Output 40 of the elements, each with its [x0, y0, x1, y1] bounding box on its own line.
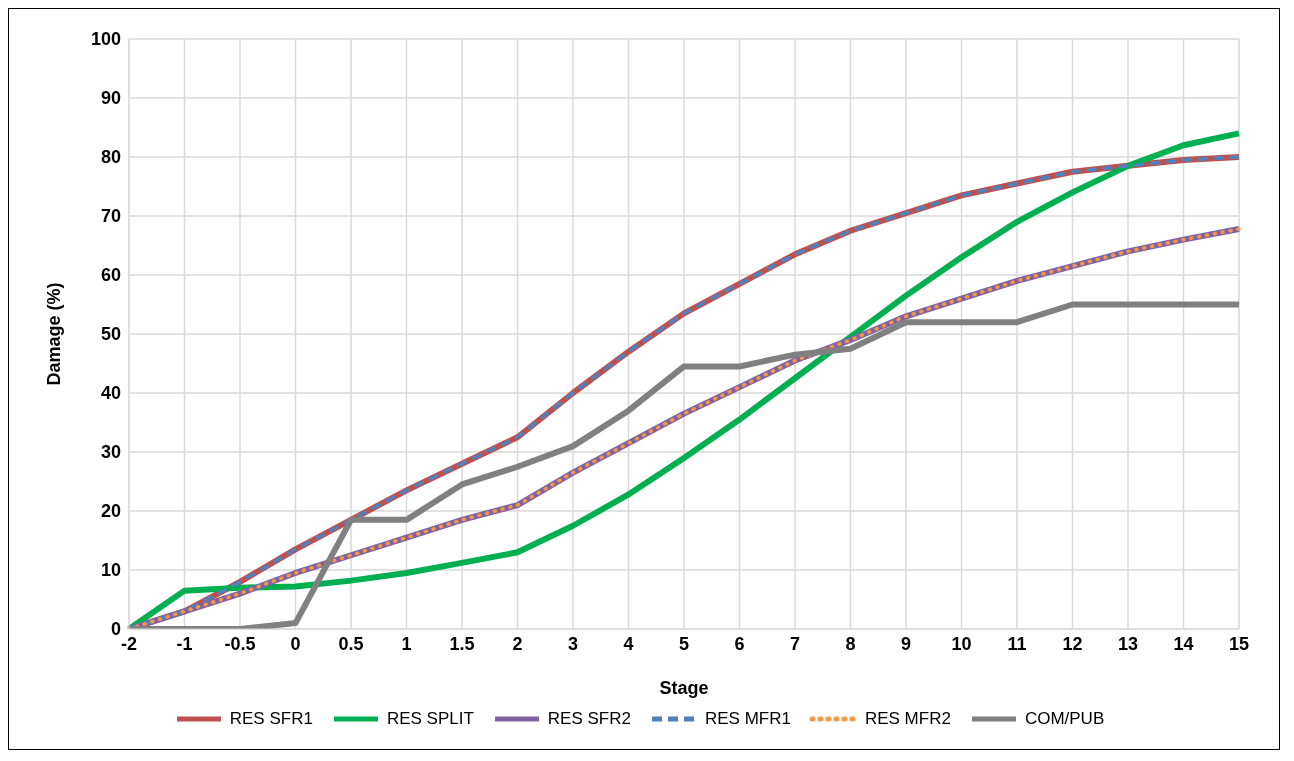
- x-tick-label: 10: [951, 633, 972, 654]
- legend-label: RES MFR2: [864, 709, 951, 729]
- x-tick-label: 7: [789, 633, 801, 654]
- y-tick-label: 50: [100, 324, 121, 345]
- x-tick-label: 0: [290, 633, 301, 654]
- y-tick-label: 30: [100, 442, 121, 463]
- x-tick-label: 14: [1173, 633, 1194, 654]
- legend-label: RES SFR1: [229, 709, 313, 729]
- y-tick-label: 20: [100, 501, 121, 522]
- x-tick-label: 4: [623, 633, 634, 654]
- x-tick-label: 12: [1062, 633, 1083, 654]
- y-tick-label: 0: [110, 619, 121, 640]
- y-tick-label: 10: [100, 560, 121, 581]
- x-tick-label: -0.5: [224, 633, 256, 654]
- x-tick-label: 9: [900, 633, 912, 654]
- x-axis-title: Stage: [659, 678, 709, 698]
- x-tick-label: 5: [678, 633, 690, 654]
- x-tick-label: -2: [120, 633, 138, 654]
- y-tick-label: 80: [100, 147, 121, 168]
- y-tick-label: 60: [100, 265, 121, 286]
- x-tick-label: 2: [512, 633, 523, 654]
- x-tick-label: 11: [1007, 633, 1027, 654]
- y-tick-label: 90: [100, 88, 121, 109]
- legend-label: COM/PUB: [1024, 709, 1105, 729]
- legend-label: RES MFR1: [704, 709, 791, 729]
- y-tick-label: 100: [90, 29, 121, 50]
- legend-label: RES SPLIT: [386, 709, 474, 729]
- x-tick-label: 6: [734, 633, 745, 654]
- x-tick-label: 8: [845, 633, 856, 654]
- x-tick-label: 3: [567, 633, 579, 654]
- x-tick-label: -1: [176, 633, 193, 654]
- x-tick-label: 1: [401, 633, 412, 654]
- y-tick-label: 70: [100, 206, 121, 227]
- y-axis-title: Damage (%): [44, 282, 65, 386]
- x-tick-label: 13: [1117, 633, 1139, 654]
- x-tick-label: 0.5: [338, 633, 364, 654]
- y-tick-label: 40: [100, 383, 121, 404]
- x-tick-label: 15: [1228, 633, 1250, 654]
- x-tick-label: 1.5: [449, 633, 475, 654]
- legend-label: RES SFR2: [547, 709, 631, 729]
